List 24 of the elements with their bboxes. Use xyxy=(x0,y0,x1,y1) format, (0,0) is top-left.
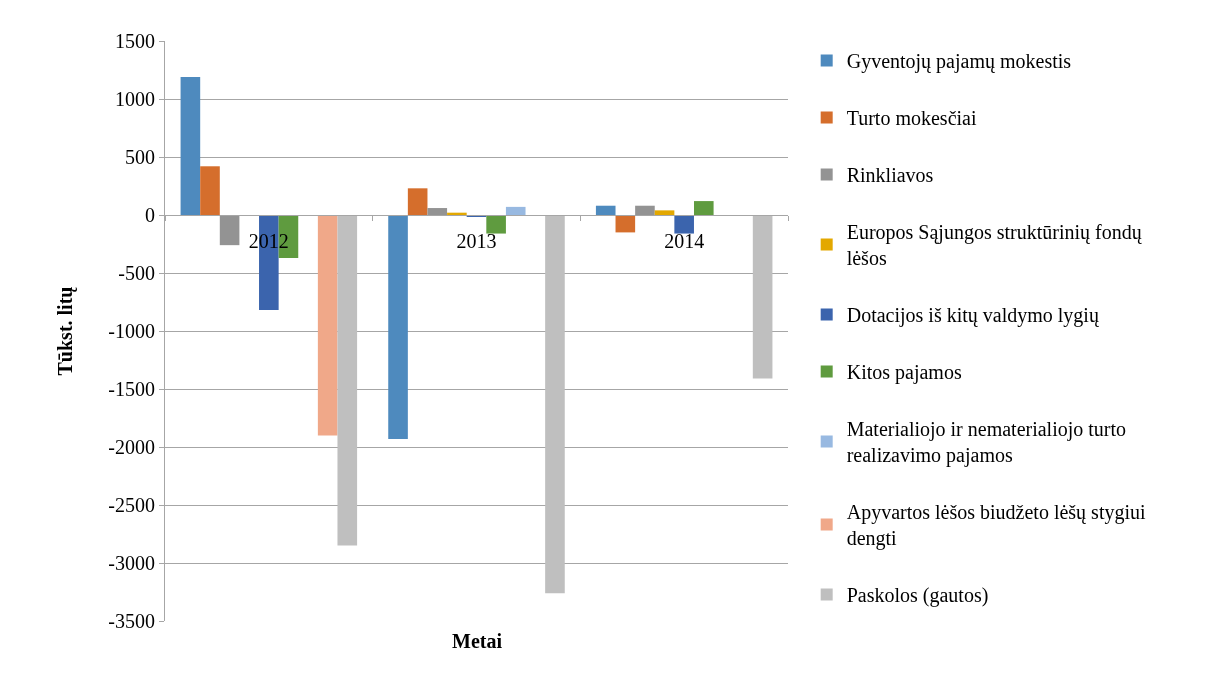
y-axis-title: Tūkst. litų xyxy=(53,286,77,376)
legend-label: Rinkliavos xyxy=(846,164,934,187)
x-tick-label: 2014 xyxy=(664,230,705,252)
y-tick-label: -3500 xyxy=(108,610,155,632)
y-tick-label: -2000 xyxy=(108,436,155,458)
y-tick-label: 500 xyxy=(125,146,155,168)
y-tick-label: -3000 xyxy=(108,552,155,574)
y-tick-label: 1500 xyxy=(115,30,155,52)
legend-label: Kitos pajamos xyxy=(846,361,962,385)
x-tick-label: 2013 xyxy=(456,230,497,252)
y-tick-label: 1000 xyxy=(115,88,155,110)
x-axis-title: Metai xyxy=(452,630,503,652)
y-tick-label: -1000 xyxy=(108,320,155,342)
legend-label: Europos Sąjungos struktūrinių fondų lėšos xyxy=(846,221,1143,270)
y-tick-label: -1500 xyxy=(108,378,155,400)
legend-label: Paskolos (gautos) xyxy=(846,584,989,608)
legend-label: Materialiojo ir nematerialiojo turto realizavimo pajamos xyxy=(846,418,1127,468)
legend-label: Dotacijos iš kitų valdymo lygių xyxy=(846,304,1100,328)
y-tick-label: 0 xyxy=(145,204,155,226)
y-tick-label: -500 xyxy=(118,262,155,284)
legend-label: Turto mokesčiai xyxy=(846,107,977,130)
legend-label: Gyventojų pajamų mokestis xyxy=(846,50,1072,74)
y-tick-label: -2500 xyxy=(108,494,155,516)
legend-label: Apyvartos lėšos biudžeto lėšų stygiui dengti xyxy=(846,501,1146,551)
